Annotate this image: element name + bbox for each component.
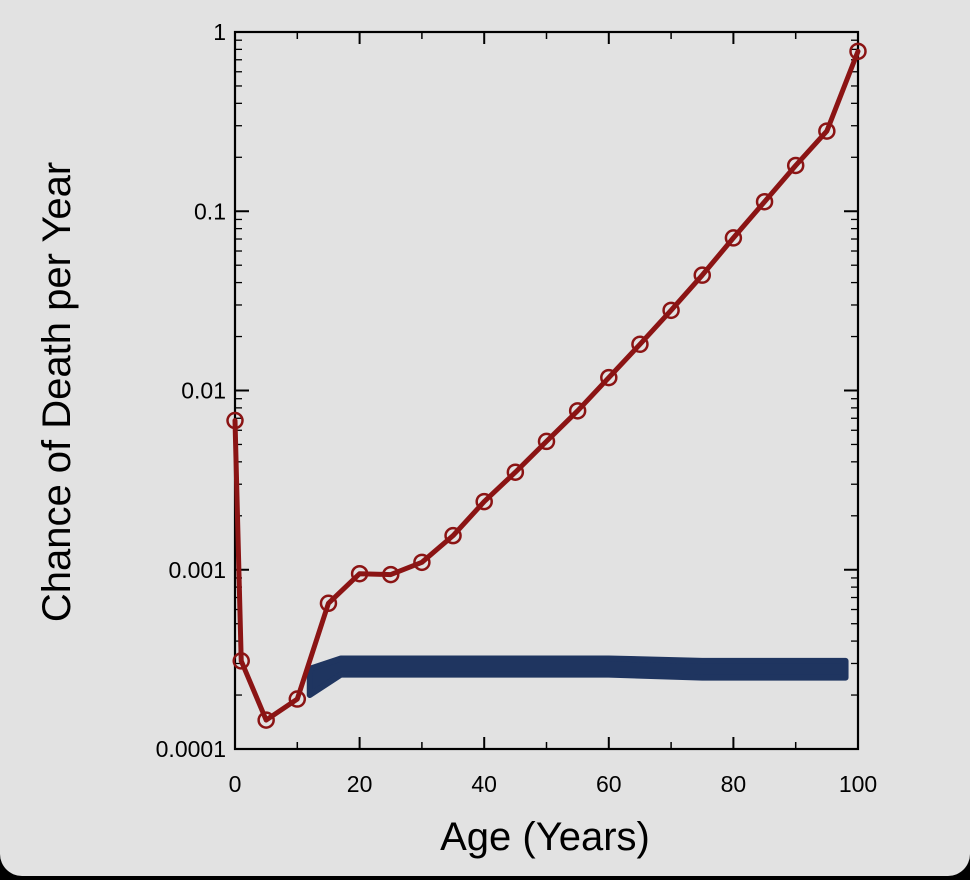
- data-point: [724, 229, 743, 247]
- data-point: [818, 122, 836, 140]
- labels-layer: 0 20 40 60 80 100 0.0001 0.001 0.01 0.1 1: [156, 19, 878, 797]
- data-point: [786, 156, 805, 175]
- series-layer: [226, 42, 867, 729]
- y-tick-label: 1: [213, 19, 226, 45]
- data-point: [350, 564, 369, 583]
- data-point: [600, 368, 618, 387]
- data-point: [475, 492, 493, 511]
- shaded-band: [306, 655, 849, 699]
- band-layer: [306, 655, 849, 699]
- data-point: [755, 192, 774, 211]
- y-axis-title: Chance of Death per Year: [35, 162, 79, 622]
- data-point: [382, 565, 400, 584]
- data-point: [257, 711, 275, 729]
- data-point: [413, 553, 431, 572]
- y-tick-label: 0.1: [194, 198, 226, 224]
- data-point: [537, 432, 556, 451]
- mortality-line: [232, 48, 861, 723]
- x-tick-label: 80: [721, 771, 747, 797]
- x-tick-label: 0: [229, 771, 242, 797]
- data-point: [319, 594, 338, 613]
- plot-frame: [233, 30, 860, 751]
- data-point: [232, 652, 250, 670]
- data-point: [444, 526, 462, 545]
- data-point: [226, 411, 244, 430]
- y-tick-label: 0.0001: [156, 736, 226, 762]
- data-point: [506, 463, 525, 481]
- data-point: [849, 42, 867, 61]
- x-tick-label: 100: [839, 771, 877, 797]
- data-point: [662, 301, 680, 320]
- data-point: [568, 402, 587, 420]
- data-point: [288, 690, 307, 708]
- x-tick-label: 20: [347, 771, 373, 797]
- x-tick-label: 60: [596, 771, 622, 797]
- data-point: [631, 335, 649, 354]
- y-tick-label: 0.001: [168, 557, 226, 583]
- data-point: [693, 266, 711, 284]
- x-tick-label: 40: [471, 771, 497, 797]
- y-tick-label: 0.01: [181, 378, 226, 404]
- x-axis-title: Age (Years): [440, 815, 650, 859]
- axes-layer: [233, 30, 860, 751]
